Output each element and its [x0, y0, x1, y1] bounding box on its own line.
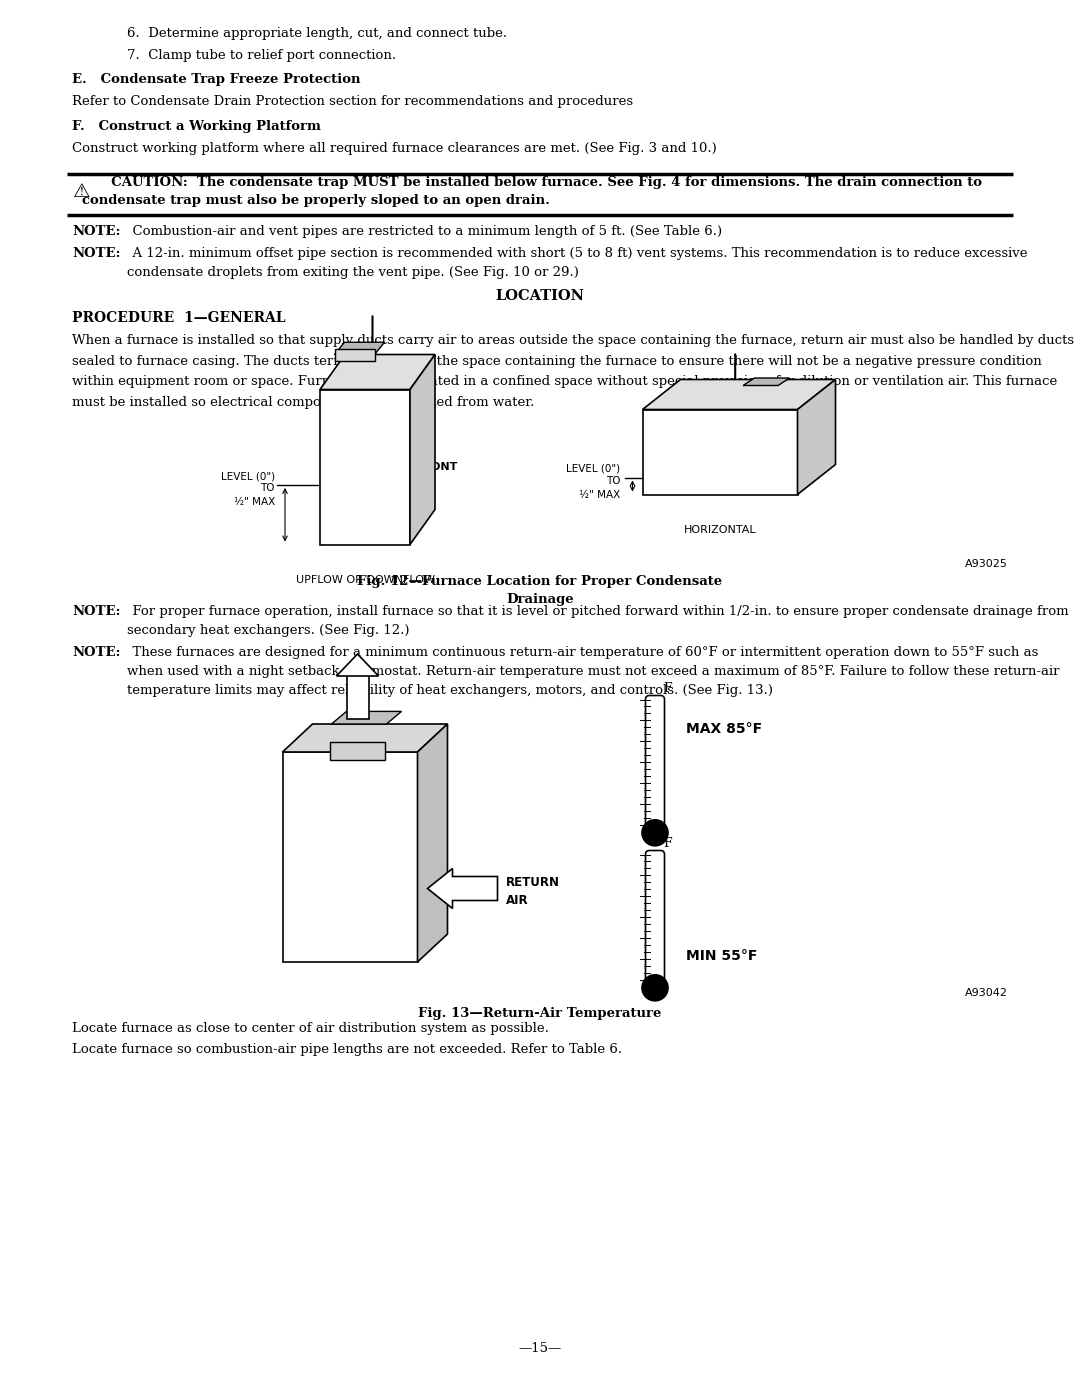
Text: —15—: —15—	[518, 1343, 562, 1355]
Bar	[283, 752, 418, 963]
Text: Drainage: Drainage	[507, 592, 573, 606]
Text: TO: TO	[260, 483, 275, 493]
Text: sealed to furnace casing. The ducts terminate outside the space containing the f: sealed to furnace casing. The ducts term…	[72, 355, 1042, 367]
Text: When a furnace is installed so that supply ducts carry air to areas outside the : When a furnace is installed so that supp…	[72, 334, 1075, 346]
Text: temperature limits may affect reliability of heat exchangers, motors, and contro: temperature limits may affect reliabilit…	[127, 685, 773, 697]
Polygon shape	[743, 379, 789, 386]
Bar	[643, 409, 797, 495]
Polygon shape	[335, 342, 384, 355]
Text: Combustion-air and vent pipes are restricted to a minimum length of 5 ft. (See T: Combustion-air and vent pipes are restri…	[124, 225, 723, 237]
Text: Fig. 12—Furnace Location for Proper Condensate: Fig. 12—Furnace Location for Proper Cond…	[357, 576, 723, 588]
Text: secondary heat exchangers. (See Fig. 12.): secondary heat exchangers. (See Fig. 12.…	[127, 624, 409, 637]
Text: NOTE:: NOTE:	[72, 247, 121, 260]
Text: must be installed so electrical components are protected from water.: must be installed so electrical componen…	[72, 395, 535, 408]
Text: For proper furnace operation, install furnace so that it is level or pitched for: For proper furnace operation, install fu…	[124, 605, 1068, 617]
Text: A93025: A93025	[966, 559, 1008, 569]
Bar	[320, 390, 410, 545]
Text: F.   Construct a Working Platform: F. Construct a Working Platform	[72, 120, 321, 133]
Text: Locate furnace as close to center of air distribution system as possible.: Locate furnace as close to center of air…	[72, 1023, 549, 1035]
Text: Construct working platform where all required furnace clearances are met. (See F: Construct working platform where all req…	[72, 142, 717, 155]
Circle shape	[642, 975, 669, 1000]
Text: These furnaces are designed for a minimum continuous return-air temperature of 6: These furnaces are designed for a minimu…	[124, 645, 1038, 659]
Text: LEVEL (0"): LEVEL (0")	[221, 471, 275, 481]
Text: FRONT: FRONT	[415, 462, 457, 472]
Text: E.   Condensate Trap Freeze Protection: E. Condensate Trap Freeze Protection	[72, 73, 361, 87]
Polygon shape	[797, 380, 836, 495]
Text: F: F	[663, 682, 672, 694]
Polygon shape	[643, 380, 836, 409]
Text: ½" MAX: ½" MAX	[233, 497, 275, 507]
Text: NOTE:: NOTE:	[72, 605, 121, 617]
Text: NOTE:: NOTE:	[72, 225, 121, 237]
Text: MIN 55°F: MIN 55°F	[686, 949, 757, 963]
Text: NOTE:: NOTE:	[72, 645, 121, 659]
Circle shape	[642, 820, 669, 845]
Polygon shape	[418, 724, 447, 963]
Polygon shape	[410, 355, 435, 545]
Text: RETURN: RETURN	[505, 876, 559, 888]
Text: condensate droplets from exiting the vent pipe. (See Fig. 10 or 29.): condensate droplets from exiting the ven…	[127, 265, 579, 279]
Text: MAX 85°F: MAX 85°F	[686, 721, 761, 735]
Text: condensate trap must also be properly sloped to an open drain.: condensate trap must also be properly sl…	[82, 194, 550, 207]
Text: when used with a night setback thermostat. Return-air temperature must not excee: when used with a night setback thermosta…	[127, 665, 1059, 678]
FancyBboxPatch shape	[646, 851, 664, 990]
FancyBboxPatch shape	[646, 696, 664, 835]
Bar	[335, 348, 375, 360]
Text: UPFLOW OR DOWNFLOW: UPFLOW OR DOWNFLOW	[296, 574, 434, 584]
Polygon shape	[337, 654, 378, 676]
Text: Fig. 13—Return-Air Temperature: Fig. 13—Return-Air Temperature	[418, 1007, 662, 1020]
Text: PROCEDURE  1—GENERAL: PROCEDURE 1—GENERAL	[72, 312, 285, 326]
Text: 7.  Clamp tube to relief port connection.: 7. Clamp tube to relief port connection.	[127, 49, 396, 61]
Text: 6.  Determine appropriate length, cut, and connect tube.: 6. Determine appropriate length, cut, an…	[127, 27, 508, 41]
Text: CAUTION:  The condensate trap MUST be installed below furnace. See Fig. 4 for di: CAUTION: The condensate trap MUST be ins…	[102, 176, 982, 189]
Text: ½" MAX: ½" MAX	[579, 489, 621, 500]
Bar	[329, 742, 384, 760]
Text: TO: TO	[606, 475, 621, 486]
Text: A 12-in. minimum offset pipe section is recommended with short (5 to 8 ft) vent : A 12-in. minimum offset pipe section is …	[124, 247, 1027, 260]
Text: Refer to Condensate Drain Protection section for recommendations and procedures: Refer to Condensate Drain Protection sec…	[72, 95, 633, 108]
Polygon shape	[320, 355, 435, 390]
Text: HORIZONTAL: HORIZONTAL	[684, 524, 756, 535]
Text: F: F	[663, 837, 672, 849]
Text: Locate furnace so combustion-air pipe lengths are not exceeded. Refer to Table 6: Locate furnace so combustion-air pipe le…	[72, 1044, 622, 1056]
Text: LOCATION: LOCATION	[496, 289, 584, 303]
Text: AIR: AIR	[505, 894, 528, 907]
Text: FRONT: FRONT	[315, 834, 374, 849]
Text: A93042: A93042	[966, 988, 1008, 997]
Polygon shape	[428, 869, 498, 908]
Text: within equipment room or space. Furnace may be located in a confined space witho: within equipment room or space. Furnace …	[72, 374, 1057, 388]
Polygon shape	[347, 673, 368, 719]
Polygon shape	[283, 724, 447, 752]
Polygon shape	[332, 711, 402, 724]
Text: FRONT: FRONT	[725, 447, 768, 457]
Text: LEVEL (0"): LEVEL (0")	[566, 464, 621, 474]
Text: ⚠: ⚠	[73, 182, 91, 201]
